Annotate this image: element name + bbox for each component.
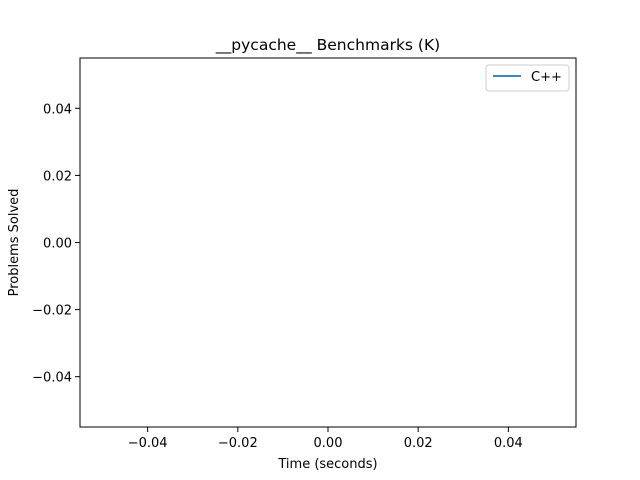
y-tick-label: 0.04 xyxy=(43,102,72,117)
x-axis-label: Time (seconds) xyxy=(277,457,377,472)
plot-area-frame xyxy=(79,57,577,428)
legend: C++ xyxy=(485,64,570,92)
y-axis-ticks: −0.04 −0.02 0.00 0.02 0.04 xyxy=(32,102,80,386)
x-tick-label: −0.04 xyxy=(128,436,168,451)
x-tick-label: 0.02 xyxy=(404,436,433,451)
y-tick-label: −0.02 xyxy=(32,304,72,319)
y-axis-label: Problems Solved xyxy=(7,189,22,297)
y-tick-label: −0.04 xyxy=(32,371,72,386)
x-tick-label: 0.00 xyxy=(314,436,343,451)
x-tick-label: 0.04 xyxy=(494,436,523,451)
legend-label: C++ xyxy=(531,70,562,85)
x-tick-label: −0.02 xyxy=(218,436,258,451)
y-tick-label: 0.02 xyxy=(43,169,72,184)
legend-box xyxy=(485,64,570,92)
chart-title: __pycache__ Benchmarks (K) xyxy=(215,36,440,55)
x-axis-ticks: −0.04 −0.02 0.00 0.02 0.04 xyxy=(128,427,523,451)
y-tick-label: 0.00 xyxy=(43,237,72,252)
